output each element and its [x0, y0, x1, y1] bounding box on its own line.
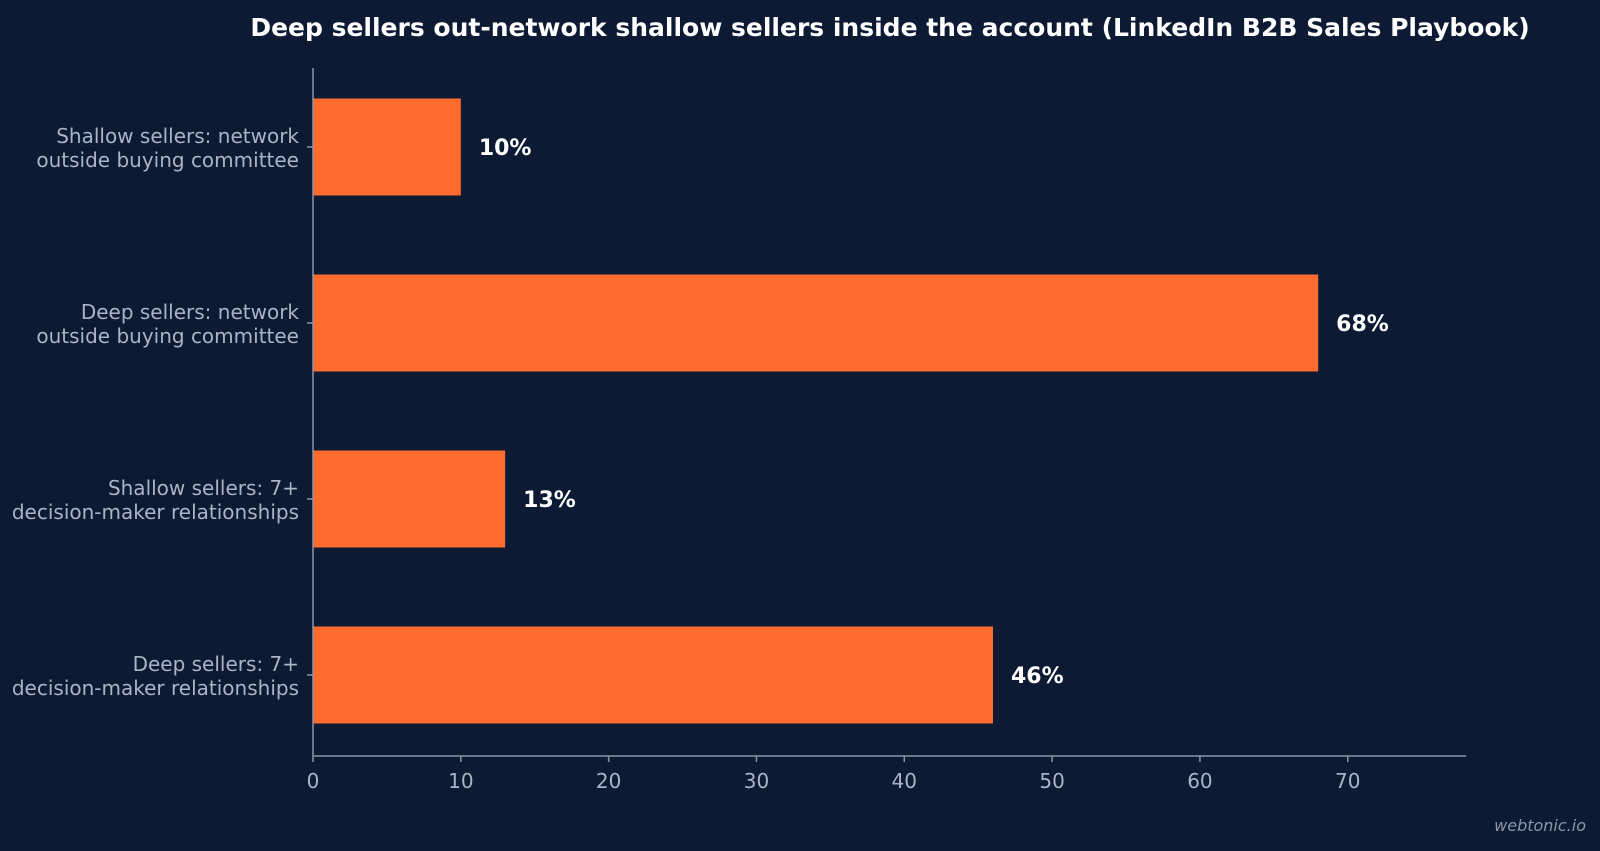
category-label-3: Deep sellers: 7+ decision-maker relations… [12, 652, 299, 700]
value-label-1: 68% [1336, 312, 1389, 337]
axes-group: Shallow sellers: network outside buying c… [12, 68, 1466, 793]
bar-0 [313, 98, 461, 196]
bar-3 [313, 626, 993, 724]
x-tick-label-5: 50 [1039, 769, 1064, 793]
x-tick-label-7: 70 [1335, 769, 1360, 793]
chart-title: Deep sellers out-network shallow sellers… [250, 13, 1529, 42]
value-label-2: 13% [523, 488, 576, 513]
value-label-0: 10% [479, 136, 532, 161]
x-tick-label-6: 60 [1187, 769, 1212, 793]
category-label-1: Deep sellers: network outside buying comm… [36, 300, 299, 348]
bars-group: 10% 68% 13% 46% [313, 98, 1389, 724]
value-label-3: 46% [1011, 664, 1064, 689]
category-label-0: Shallow sellers: network outside buying c… [36, 124, 299, 172]
category-label-2: Shallow sellers: 7+ decision-maker relati… [12, 476, 299, 524]
x-tick-label-4: 40 [892, 769, 917, 793]
x-tick-label-1: 10 [448, 769, 473, 793]
bar-2 [313, 450, 506, 548]
watermark: webtonic.io [1494, 816, 1586, 835]
x-tick-label-0: 0 [307, 769, 320, 793]
x-tick-label-3: 30 [744, 769, 769, 793]
x-tick-label-2: 20 [596, 769, 621, 793]
bar-1 [313, 274, 1319, 372]
